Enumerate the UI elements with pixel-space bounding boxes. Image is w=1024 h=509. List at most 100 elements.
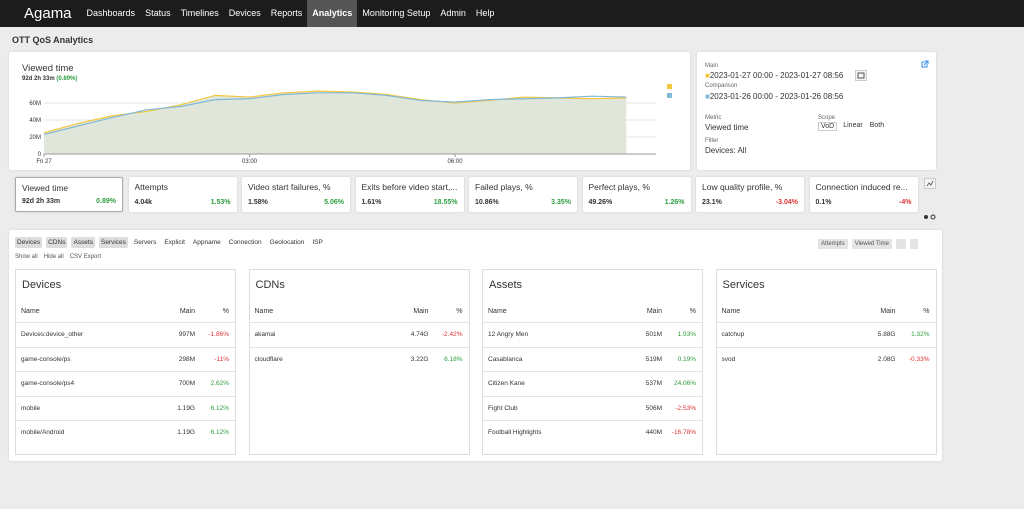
kpi-value: 92d 2h 33m xyxy=(22,198,61,205)
tab[interactable]: Explicit xyxy=(164,239,185,246)
tab[interactable]: Connection xyxy=(228,239,262,246)
kpi-card[interactable]: Video start failures, % 1.58% 5.06% xyxy=(242,177,350,212)
cell: 537M xyxy=(645,380,662,387)
link[interactable]: Show all xyxy=(15,254,38,260)
x-tick-label: Fri 27 xyxy=(36,159,52,165)
cell: 12 Angry Men xyxy=(488,331,529,338)
column-header[interactable]: Name xyxy=(21,308,40,315)
table-row: game-console/ps 298M -11% xyxy=(16,346,235,371)
nav-item[interactable]: Dashboards xyxy=(86,8,136,18)
nav-item[interactable]: Help xyxy=(475,8,495,18)
nav-item[interactable]: Analytics xyxy=(307,0,358,27)
kpi-card[interactable]: Connection induced re... 0.1% -4% xyxy=(809,177,918,212)
cell: 6.12% xyxy=(210,429,229,436)
column-header[interactable]: Name xyxy=(488,308,507,315)
nav-item[interactable]: Reports xyxy=(270,8,303,18)
column-header[interactable]: Main xyxy=(413,308,429,315)
link[interactable]: CSV Export xyxy=(69,254,102,260)
table-panel: CDNs Name Main% akamai 4.74G -2.42% cloudflare… xyxy=(248,269,470,455)
kpi-name: Exits before video start,... xyxy=(361,182,458,192)
nav-item[interactable]: Monitoring Setup xyxy=(362,8,431,18)
panel-title: Devices xyxy=(22,279,62,291)
cell: 700M xyxy=(178,380,195,387)
nav-item[interactable]: Status xyxy=(145,8,171,18)
kpi-card[interactable]: Viewed time 92d 2h 33m 0.89% xyxy=(15,177,123,212)
table-row: game-console/ps4 700M 2.62% xyxy=(16,371,235,395)
column-header[interactable]: Name xyxy=(721,308,741,315)
table-row: cloudflare 3.22G 6.18% xyxy=(249,346,469,371)
tab[interactable]: ISP xyxy=(312,239,323,246)
cell: -16.78% xyxy=(671,429,696,436)
column-header[interactable]: Main xyxy=(880,308,896,315)
cell: 6.12% xyxy=(210,404,229,412)
main-range: ■2023-01-27 00:00 - 2023-01-27 08:56 xyxy=(705,71,844,80)
cell: 997M xyxy=(178,331,195,338)
header-row: Name Main% xyxy=(483,300,702,324)
nav-item[interactable]: Timelines xyxy=(180,8,219,18)
column-header[interactable]: % xyxy=(456,308,463,315)
column-header[interactable]: Main xyxy=(179,308,195,315)
chart-title: Viewed time xyxy=(22,63,74,74)
cell: -11% xyxy=(214,355,229,363)
kpi-card[interactable]: Perfect plays, % 49.26% 1.26% xyxy=(582,177,691,212)
chart: 0 20M 40M 60M Fri 27 03:00 06:00 xyxy=(29,84,672,165)
kpi-change: 18.55% xyxy=(433,199,458,206)
comparison-label: Comparison xyxy=(705,83,738,89)
metric: Viewed time xyxy=(705,123,749,132)
kpi-card[interactable]: Failed plays, % 10.86% 3.35% xyxy=(469,177,577,212)
scope-options: VoD Linear Both xyxy=(818,122,885,131)
table-row: Citizen Kane 537M 24.06% xyxy=(483,371,702,395)
kpi-card[interactable]: Exits before video start,... 1.61% 18.55% xyxy=(355,177,464,212)
logo[interactable]: Agama xyxy=(24,5,72,22)
cell: Football Highlights xyxy=(488,429,542,436)
legend-swatch xyxy=(667,84,672,89)
sort-button[interactable]: Attempts xyxy=(818,239,848,249)
kpi-name: Video start failures, % xyxy=(248,182,331,192)
nav-item[interactable]: Devices xyxy=(228,8,261,18)
table-row: Casablanca 519M 0.19% xyxy=(483,346,702,371)
column-header[interactable]: % xyxy=(689,308,696,315)
table-panel: Services Name Main% catchup 5.88G 1.32% svod 2.… xyxy=(715,269,937,455)
nav-item[interactable]: Admin xyxy=(440,8,466,18)
tab[interactable]: Devices xyxy=(15,237,43,248)
kpi-change: 5.06% xyxy=(324,199,344,206)
kpi-card[interactable]: Attempts 4.04k 1.53% xyxy=(128,177,237,212)
scope-option[interactable]: VoD xyxy=(818,122,838,131)
column-header[interactable]: % xyxy=(222,308,229,315)
y-tick-label: 40M xyxy=(29,118,41,124)
external-link-icon[interactable] xyxy=(921,60,929,68)
tab[interactable]: Servers xyxy=(133,239,157,246)
scope-option[interactable]: Linear xyxy=(843,122,863,129)
y-tick-label: 0 xyxy=(38,152,42,158)
table-row: mobile 1.19G 6.12% xyxy=(16,395,235,420)
cell: 1.93% xyxy=(677,331,696,338)
cell: cloudflare xyxy=(254,355,283,363)
tab[interactable]: Assets xyxy=(71,237,95,248)
sort-button[interactable]: Viewed Time xyxy=(851,239,892,249)
tab[interactable]: Appname xyxy=(192,239,221,246)
calendar-button[interactable] xyxy=(855,70,867,81)
column-header[interactable]: Name xyxy=(254,308,274,315)
kpi-change: -4% xyxy=(899,199,912,206)
column-header[interactable]: % xyxy=(923,308,930,315)
kpi-card[interactable]: Low quality profile, % 23.1% -3.04% xyxy=(696,177,804,212)
column-header[interactable]: Main xyxy=(646,308,662,315)
tab[interactable]: Services xyxy=(98,237,128,248)
cell: mobile xyxy=(21,404,41,412)
tab[interactable]: CDNs xyxy=(46,237,68,248)
hide-button[interactable] xyxy=(909,239,918,249)
kpi-value: 1.58% xyxy=(248,199,268,206)
legend-swatch xyxy=(667,93,672,98)
kpi-name: Perfect plays, % xyxy=(588,182,650,192)
table-row: Football Highlights 440M -16.78% xyxy=(483,420,702,444)
cell: catchup xyxy=(721,331,745,338)
kpi-name: Viewed time xyxy=(22,183,69,193)
filter: Devices: All xyxy=(705,146,747,155)
link[interactable]: Hide all xyxy=(43,254,64,260)
columns-button[interactable] xyxy=(895,239,906,249)
cell: 24.06% xyxy=(673,380,696,387)
comparison-range: ■2023-01-26 00:00 - 2023-01-26 08:56 xyxy=(705,92,844,101)
tab[interactable]: Geolocation xyxy=(269,239,305,246)
cell: 506M xyxy=(645,404,662,412)
scope-option[interactable]: Both xyxy=(869,122,885,129)
